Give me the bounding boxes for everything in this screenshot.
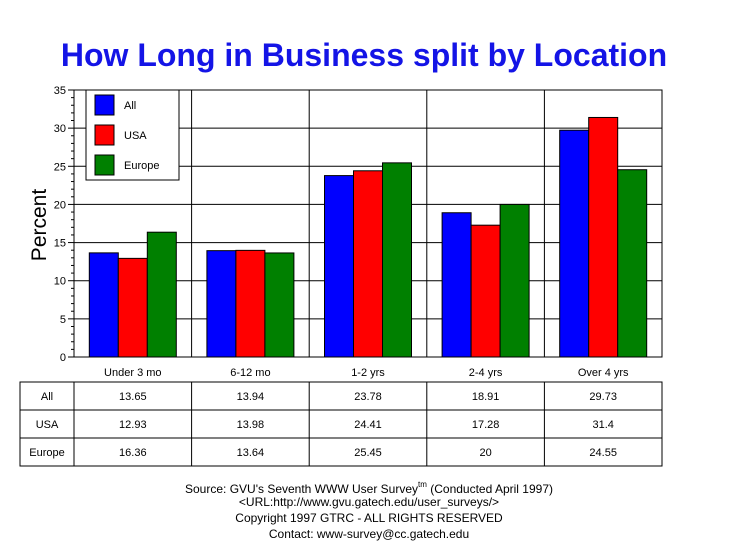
table-cell: 13.98 (237, 419, 265, 431)
bar-europe-2 (382, 162, 412, 358)
table-cell: 20 (479, 447, 491, 459)
data-table: All 13.65 13.94 23.78 18.91 29.73 USA 12.93 13.9… (19, 381, 663, 467)
footer-copyright: Copyright 1997 GTRC - ALL RIGHTS RESERVE… (235, 511, 503, 525)
bar-usa-0 (117, 257, 148, 358)
bar-all-4 (559, 129, 590, 358)
y-tick-label: 15 (54, 238, 66, 250)
y-tick-label: 0 (60, 352, 66, 364)
legend-swatch-europe (94, 154, 115, 176)
footer-source: Source: GVU's Seventh WWW User Surveytm … (185, 480, 553, 496)
footer-contact: Contact: www-survey@cc.gatech.edu (269, 527, 469, 541)
bar-all-3 (441, 212, 472, 358)
legend: All USA Europe (85, 89, 180, 181)
bar-europe-0 (146, 231, 177, 358)
table-cell: 13.94 (237, 391, 265, 403)
y-tick-label: 35 (54, 85, 66, 97)
table-row-label-europe: Europe (29, 447, 64, 459)
legend-swatch-usa (94, 124, 115, 146)
bar-europe-1 (264, 252, 295, 358)
table-cell: 24.41 (354, 419, 382, 431)
bar-usa-4 (588, 116, 619, 358)
y-tick-label: 20 (54, 199, 66, 211)
legend-label-usa: USA (124, 130, 147, 142)
y-tick-label: 30 (54, 123, 66, 135)
bars (88, 116, 648, 358)
table-cell: 29.73 (589, 391, 617, 403)
chart-title: How Long in Business split by Location (61, 37, 667, 73)
table-cell: 18.91 (472, 391, 500, 403)
x-tick-label: Over 4 yrs (578, 367, 629, 379)
table-cell: 13.65 (119, 391, 147, 403)
table-cell: 17.28 (472, 419, 500, 431)
bar-all-0 (88, 252, 119, 358)
axes: 0 5 10 15 20 25 30 35 Under 3 mo 6-12 mo 1-2 yrs 2-… (54, 85, 663, 379)
table-cell: 13.64 (237, 447, 265, 459)
footer-url: <URL:http://www.gvu.gatech.edu/user_surv… (239, 495, 499, 509)
y-axis-label-group: Percent (28, 189, 51, 262)
x-tick-label: 2-4 yrs (469, 367, 503, 379)
y-tick-label: 25 (54, 161, 66, 173)
y-tick-label: 5 (60, 314, 66, 326)
x-tick-label: 6-12 mo (230, 367, 270, 379)
y-axis-label: Percent (28, 189, 51, 262)
bar-all-2 (324, 175, 354, 358)
bar-usa-2 (353, 170, 383, 358)
table-cell: 25.45 (354, 447, 382, 459)
plot-frame (73, 89, 663, 358)
x-tick-label: 1-2 yrs (351, 367, 385, 379)
table-frame (19, 381, 663, 467)
bar-europe-3 (499, 203, 530, 358)
table-cell: 31.4 (592, 419, 613, 431)
table-row-label-all: All (41, 391, 53, 403)
bar-usa-1 (235, 249, 266, 358)
bar-usa-3 (470, 224, 501, 358)
table-cell: 24.55 (589, 447, 617, 459)
bar-europe-4 (617, 169, 648, 358)
table-cell: 12.93 (119, 419, 147, 431)
bar-all-1 (206, 250, 237, 358)
table-cell: 16.36 (119, 447, 147, 459)
footer: Source: GVU's Seventh WWW User Surveytm … (185, 480, 553, 541)
legend-label-europe: Europe (124, 160, 159, 172)
x-tick-label: Under 3 mo (104, 367, 161, 379)
table-row-label-usa: USA (36, 419, 59, 431)
table-cell: 23.78 (354, 391, 382, 403)
legend-label-all: All (124, 100, 136, 112)
legend-swatch-all (94, 94, 115, 116)
y-tick-label: 10 (54, 276, 66, 288)
